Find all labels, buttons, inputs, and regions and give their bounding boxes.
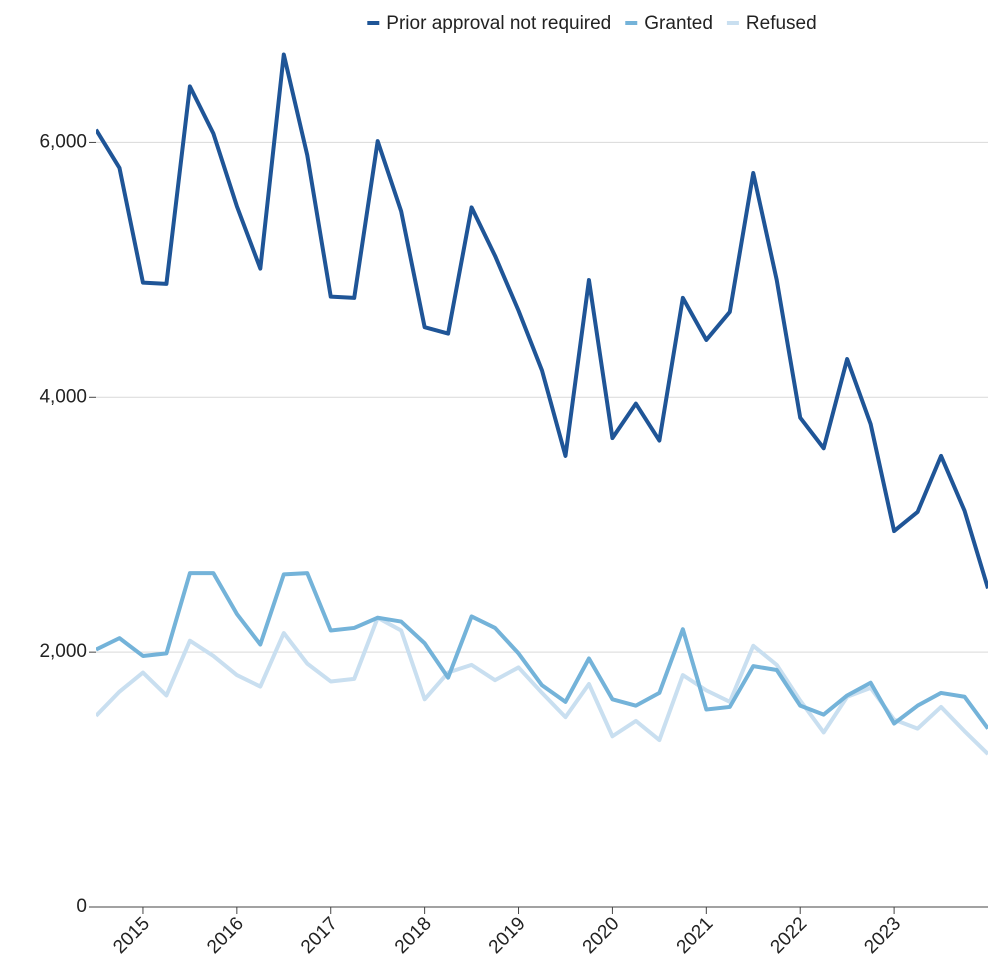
y-tick-label: 6,000 bbox=[39, 131, 87, 152]
x-tick-label: 2019 bbox=[485, 913, 530, 958]
series-line bbox=[96, 571, 988, 730]
series-line bbox=[96, 52, 988, 590]
y-tick-label: 4,000 bbox=[39, 386, 87, 407]
legend-label: Granted bbox=[644, 13, 713, 34]
x-tick-label: 2022 bbox=[767, 913, 812, 958]
x-tick-label: 2016 bbox=[203, 913, 248, 958]
legend-label: Refused bbox=[746, 13, 817, 34]
legend: Prior approval not required Granted Refuse… bbox=[367, 13, 817, 34]
y-tick-label: 2,000 bbox=[39, 641, 87, 662]
series-line bbox=[96, 615, 988, 756]
y-tick-label: 0 bbox=[76, 896, 87, 917]
x-tick-label: 2023 bbox=[860, 913, 905, 958]
legend-label: Prior approval not required bbox=[386, 13, 611, 34]
x-tick-label: 2018 bbox=[391, 913, 436, 958]
legend-item: Prior approval not required bbox=[367, 13, 611, 34]
legend-item: Granted bbox=[625, 13, 713, 34]
x-tick-label: 2021 bbox=[673, 913, 718, 958]
x-tick-label: 2015 bbox=[109, 913, 154, 958]
legend-item: Refused bbox=[726, 13, 817, 34]
x-tick-label: 2020 bbox=[579, 913, 624, 958]
x-tick-label: 2017 bbox=[297, 913, 342, 958]
